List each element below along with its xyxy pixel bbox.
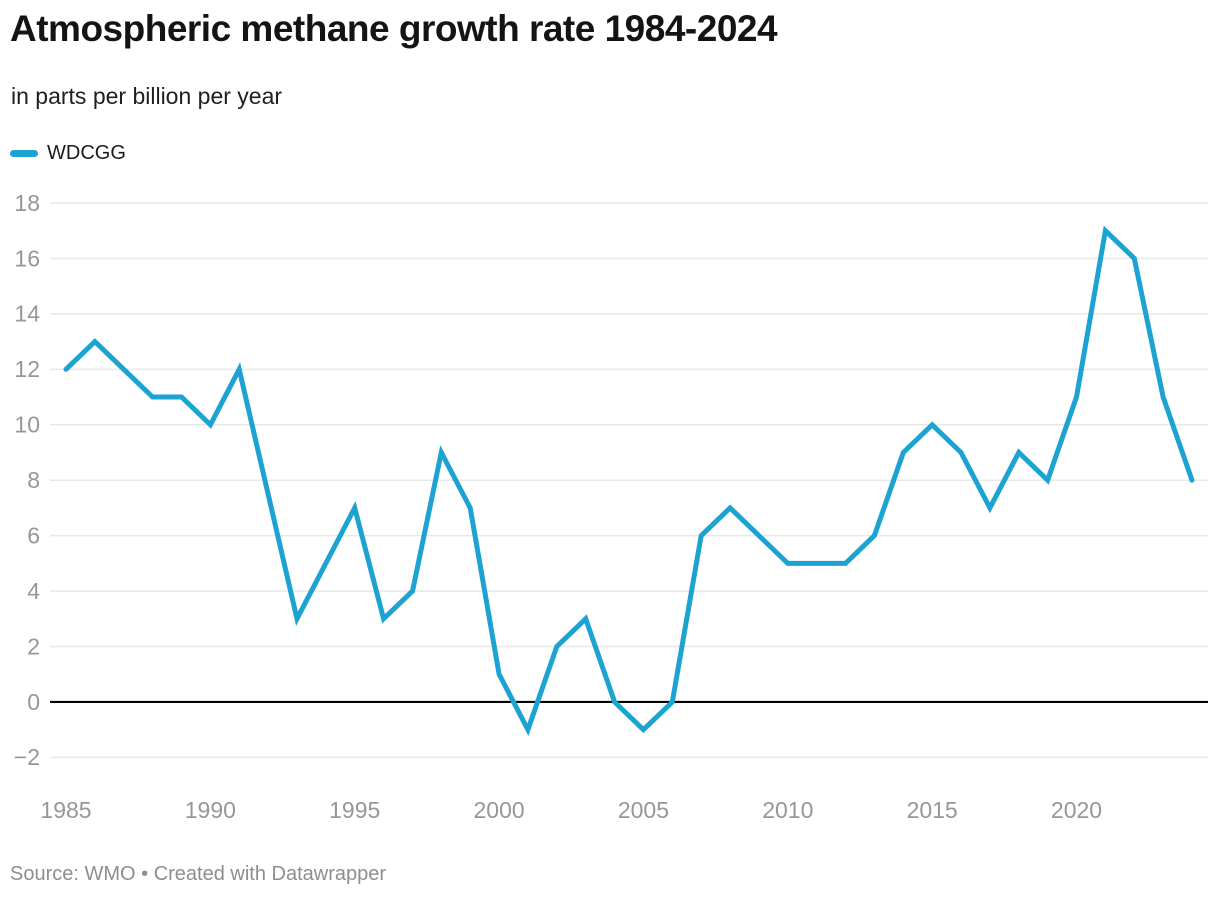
legend-line-swatch — [10, 149, 38, 157]
x-tick-label: 1985 — [40, 797, 91, 823]
gridlines — [50, 202, 1208, 759]
x-tick-label: 2000 — [473, 797, 524, 823]
chart-subtitle: in parts per billion per year — [11, 83, 283, 109]
y-tick-label: 10 — [14, 412, 40, 438]
x-tick-label: 1990 — [185, 797, 236, 823]
legend-series-label: WDCGG — [47, 141, 126, 164]
x-tick-label: 2015 — [907, 797, 958, 823]
y-tick-label: 4 — [27, 578, 40, 604]
y-tick-label: 2 — [27, 633, 40, 659]
chart-title: Atmospheric methane growth rate 1984-202… — [10, 8, 778, 49]
x-tick-label: 2020 — [1051, 797, 1102, 823]
x-axis-tick-labels: 1985 1990 1995 2000 2005 2010 2015 2020 — [40, 797, 1102, 823]
legend: WDCGG — [10, 141, 126, 165]
y-tick-label: 18 — [14, 190, 40, 216]
y-tick-label: 14 — [14, 301, 40, 327]
data-line-wdcgg — [63, 225, 1195, 737]
y-tick-label: 16 — [14, 245, 40, 271]
y-tick-label: 8 — [27, 467, 40, 493]
source-note: Source: WMO • Created with Datawrapper — [10, 863, 387, 885]
y-tick-label: 6 — [27, 522, 40, 548]
x-tick-label: 1995 — [329, 797, 380, 823]
y-tick-label: 0 — [27, 689, 40, 715]
x-tick-label: 2005 — [618, 797, 669, 823]
y-tick-label: 12 — [14, 356, 40, 382]
x-tick-label: 2010 — [762, 797, 813, 823]
y-tick-label: −2 — [14, 744, 40, 770]
y-axis-tick-labels: 18 16 14 12 10 8 6 4 2 0 −2 — [14, 190, 40, 770]
